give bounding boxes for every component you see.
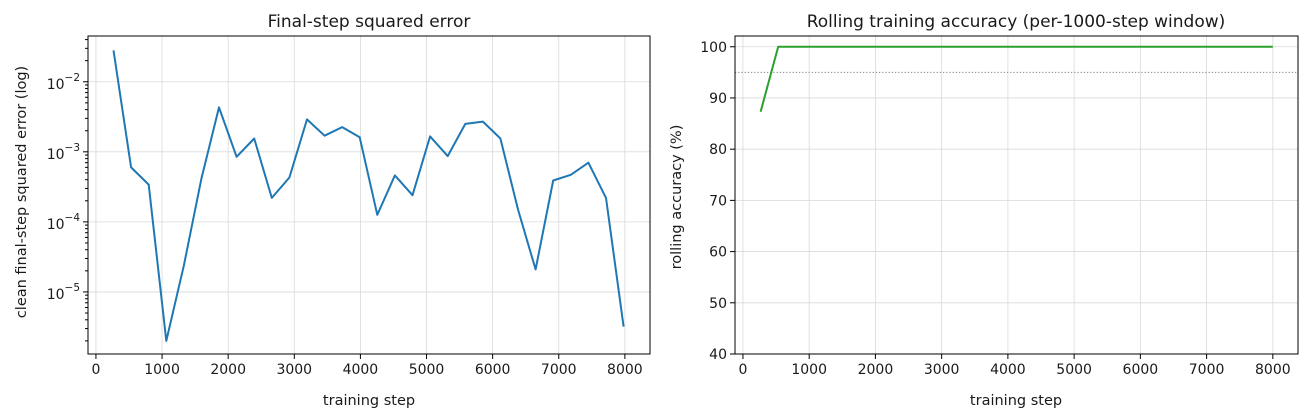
accuracy-chart-ticks: 0 1000 2000 3000 4000 5000 6000 7000 8000 40 50 60 7… [700,40,1290,378]
x-tick-label: 6000 [475,362,511,378]
error-chart-ticks: 0 1000 2000 3000 4000 5000 6000 7000 8000 10−5 10−… [47,39,643,378]
series-line [112,50,625,342]
accuracy-chart-grid [735,36,1298,355]
y-tick-label: 10−2 [47,72,80,93]
y-tick-label: 80 [709,142,727,158]
x-tick-label: 1000 [144,362,180,378]
series-line [759,45,1273,113]
x-tick-label: 3000 [276,362,312,378]
x-tick-label: 5000 [1056,362,1092,378]
x-tick-label: 2000 [210,362,246,378]
y-tick-label: 10−4 [47,212,81,233]
x-tick-label: 5000 [409,362,445,378]
x-tick-label: 2000 [858,362,894,378]
y-tick-label: 10−5 [47,282,80,303]
accuracy-chart-title: Rolling training accuracy (per-1000-step… [807,12,1226,32]
x-tick-label: 0 [738,362,747,378]
x-tick-label: 4000 [343,362,379,378]
y-tick-label: 50 [709,296,727,312]
error-chart-ylabel: clean final-step squared error (log) [14,66,30,318]
error-chart-title: Final-step squared error [268,12,471,32]
y-tick-label: 100 [700,40,727,56]
error-chart-grid [88,36,650,354]
x-tick-label: 8000 [1255,362,1291,378]
error-chart-xlabel: training step [323,393,415,409]
accuracy-chart-series [759,45,1273,113]
accuracy-chart-xlabel: training step [970,393,1062,409]
x-tick-label: 7000 [541,362,577,378]
accuracy-chart-frame [734,35,1299,355]
error-chart-series [112,50,625,342]
x-tick-label: 1000 [791,362,827,378]
x-tick-label: 7000 [1189,362,1225,378]
y-tick-label: 70 [709,193,727,209]
x-tick-label: 4000 [990,362,1026,378]
x-tick-label: 0 [91,362,100,378]
accuracy-chart: Rolling training accuracy (per-1000-step… [669,12,1299,409]
x-tick-label: 6000 [1123,362,1159,378]
error-chart-frame [87,35,651,355]
y-tick-label: 60 [709,245,727,261]
accuracy-chart-ylabel: rolling accuracy (%) [669,125,685,270]
x-tick-label: 3000 [924,362,960,378]
error-chart: Final-step squared error training step c… [14,12,651,409]
y-tick-label: 90 [709,91,727,107]
y-tick-label: 10−3 [47,142,80,163]
y-tick-label: 40 [709,347,727,363]
x-tick-label: 8000 [607,362,643,378]
